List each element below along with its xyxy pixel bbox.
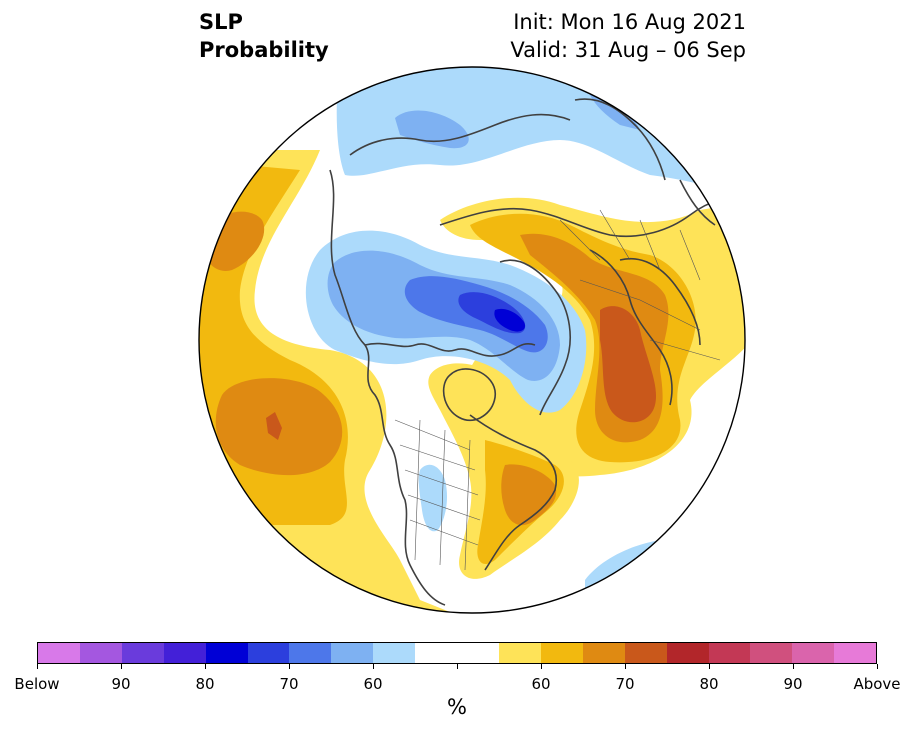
colorbar-segment — [708, 643, 751, 663]
borders — [394, 209, 721, 571]
colorbar-segment — [624, 643, 667, 663]
colorbar-tick-mark — [120, 664, 122, 669]
valid-date-label: Valid: 31 Aug – 06 Sep — [510, 38, 746, 62]
below-region-arctic-90 — [494, 308, 526, 332]
colorbar-tick-label: 80 — [195, 675, 215, 693]
colorbar-segment — [457, 643, 499, 663]
below-region-siberia-60b — [590, 94, 640, 130]
colorbar-tick-mark — [708, 664, 710, 669]
colorbar-tick-label: 70 — [615, 675, 635, 693]
colorbar-tick-mark — [540, 664, 542, 669]
colorbar-tick-label: 70 — [279, 675, 299, 693]
globe-outline — [198, 66, 746, 614]
probability-field — [199, 67, 745, 613]
colorbar-tick-mark — [876, 664, 878, 669]
colorbar-segment — [331, 643, 374, 663]
colorbar-segment — [205, 643, 248, 663]
colorbar-unit-label: % — [447, 695, 467, 719]
polar-map — [198, 66, 746, 614]
colorbar-tick-mark — [288, 664, 290, 669]
map-title-left: SLP Probability — [199, 8, 329, 64]
below-region-westernus — [418, 464, 448, 532]
colorbar-tick-label: Below — [14, 675, 60, 693]
product-label: Probability — [199, 38, 329, 62]
colorbar-tick-mark — [624, 664, 626, 669]
init-date-label: Init: Mon 16 Aug 2021 — [513, 10, 746, 34]
above-region-northamerica-70 — [501, 464, 557, 526]
colorbar-segment — [415, 643, 458, 663]
colorbar-tick-mark — [204, 664, 206, 669]
colorbar-segment — [498, 643, 541, 663]
colorbar — [37, 642, 877, 664]
colorbar-tick-label: 90 — [783, 675, 803, 693]
coastlines — [329, 98, 745, 606]
colorbar-segment — [289, 643, 332, 663]
colorbar-tick-label: 80 — [699, 675, 719, 693]
colorbar-segment — [834, 643, 877, 663]
colorbar-tick-label: 90 — [111, 675, 131, 693]
map-title-right: Init: Mon 16 Aug 2021 Valid: 31 Aug – 06… — [510, 8, 746, 64]
colorbar-segment — [121, 643, 164, 663]
colorbar-segment — [247, 643, 290, 663]
colorbar-segment — [163, 643, 206, 663]
colorbar-segment — [540, 643, 583, 663]
colorbar-tick-mark — [792, 664, 794, 669]
colorbar-segment — [582, 643, 625, 663]
above-region-eurasia-80 — [600, 306, 657, 423]
colorbar-tick-label: Above — [853, 675, 901, 693]
colorbar-tick-mark — [36, 664, 38, 669]
colorbar-segment — [666, 643, 709, 663]
colorbar-tick-mark — [456, 664, 458, 669]
colorbar-tick-label: 60 — [363, 675, 383, 693]
colorbar-segment — [79, 643, 122, 663]
colorbar-segment — [792, 643, 835, 663]
colorbar-tick-label: 60 — [531, 675, 551, 693]
above-region-pacific-80 — [266, 412, 282, 440]
colorbar-segment — [373, 643, 416, 663]
colorbar-tick-mark — [372, 664, 374, 669]
colorbar-segment — [750, 643, 793, 663]
colorbar-segment — [38, 643, 80, 663]
variable-label: SLP — [199, 10, 243, 34]
